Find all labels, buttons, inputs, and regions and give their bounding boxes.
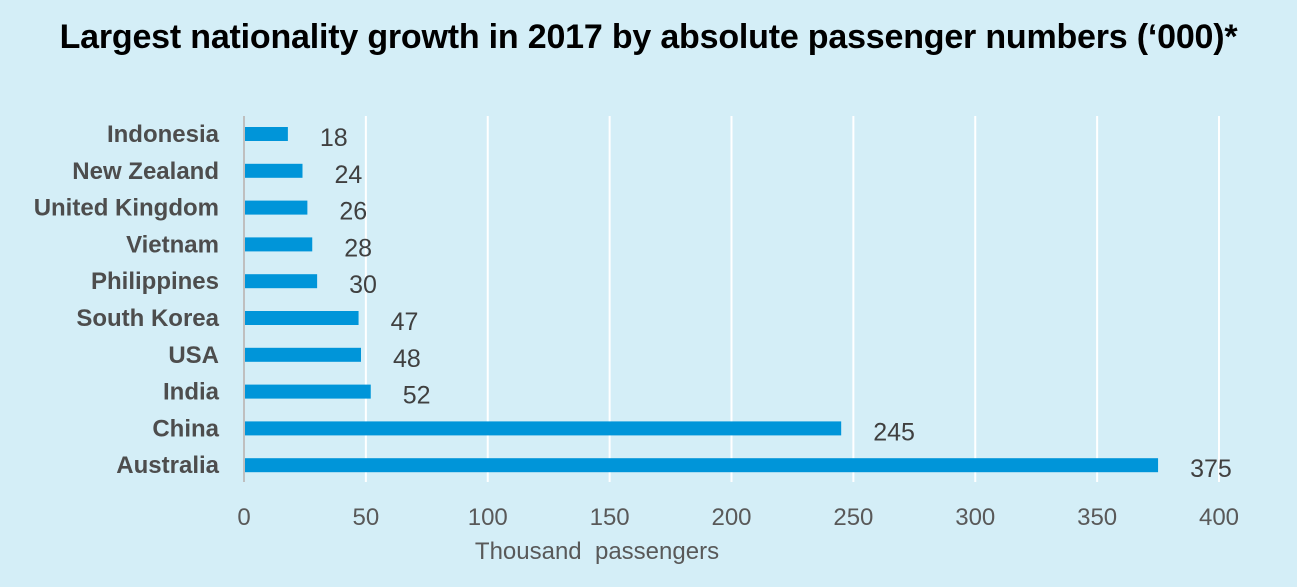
bar — [245, 237, 313, 252]
x-tick-labels: 0 50 100 150 200 250 300 350 400 — [237, 504, 1239, 531]
x-tick-label: 300 — [955, 504, 995, 531]
value-label: 52 — [403, 382, 431, 410]
value-label: 18 — [320, 124, 348, 152]
bar — [245, 200, 308, 215]
x-tick-label: 0 — [237, 504, 250, 531]
chart-title: Largest nationality growth in 2017 by ab… — [59, 18, 1238, 56]
value-label: 24 — [335, 161, 363, 189]
category-label: China — [152, 415, 219, 442]
x-tick-label: 350 — [1077, 504, 1117, 531]
x-tick-label: 400 — [1199, 504, 1239, 531]
bar — [245, 347, 361, 362]
category-label: India — [163, 379, 220, 406]
value-label: 26 — [339, 198, 367, 226]
value-label: 48 — [393, 345, 421, 373]
category-label: USA — [168, 342, 219, 369]
gridlines — [364, 116, 1220, 482]
x-tick-label: 100 — [468, 504, 508, 531]
bar — [245, 163, 303, 178]
bar — [245, 127, 288, 141]
x-tick-label: 50 — [353, 504, 380, 531]
x-tick-label: 150 — [590, 504, 630, 531]
value-label: 30 — [349, 271, 377, 299]
bar — [245, 311, 359, 325]
category-label: Vietnam — [126, 231, 219, 258]
x-tick-label: 250 — [833, 504, 873, 531]
category-label: Philippines — [91, 268, 219, 295]
bar — [245, 458, 1159, 473]
value-labels: 18 24 26 28 30 47 48 52 245 375 — [320, 124, 1232, 483]
category-label: Indonesia — [107, 121, 220, 148]
bar — [245, 421, 842, 436]
bars — [245, 127, 1159, 473]
bar — [245, 274, 318, 289]
category-label: South Korea — [76, 305, 219, 332]
value-label: 28 — [344, 234, 372, 262]
value-label: 375 — [1190, 455, 1232, 483]
x-tick-label: 200 — [711, 504, 751, 531]
category-labels: Indonesia New Zealand United Kingdom Vietna… — [34, 121, 220, 479]
category-label: New Zealand — [72, 158, 219, 185]
category-label: Australia — [116, 452, 219, 479]
bar — [245, 384, 371, 399]
value-label: 245 — [873, 418, 915, 446]
x-axis-title: Thousand passengers — [475, 538, 719, 565]
category-label: United Kingdom — [34, 195, 219, 222]
value-label: 47 — [391, 308, 419, 336]
